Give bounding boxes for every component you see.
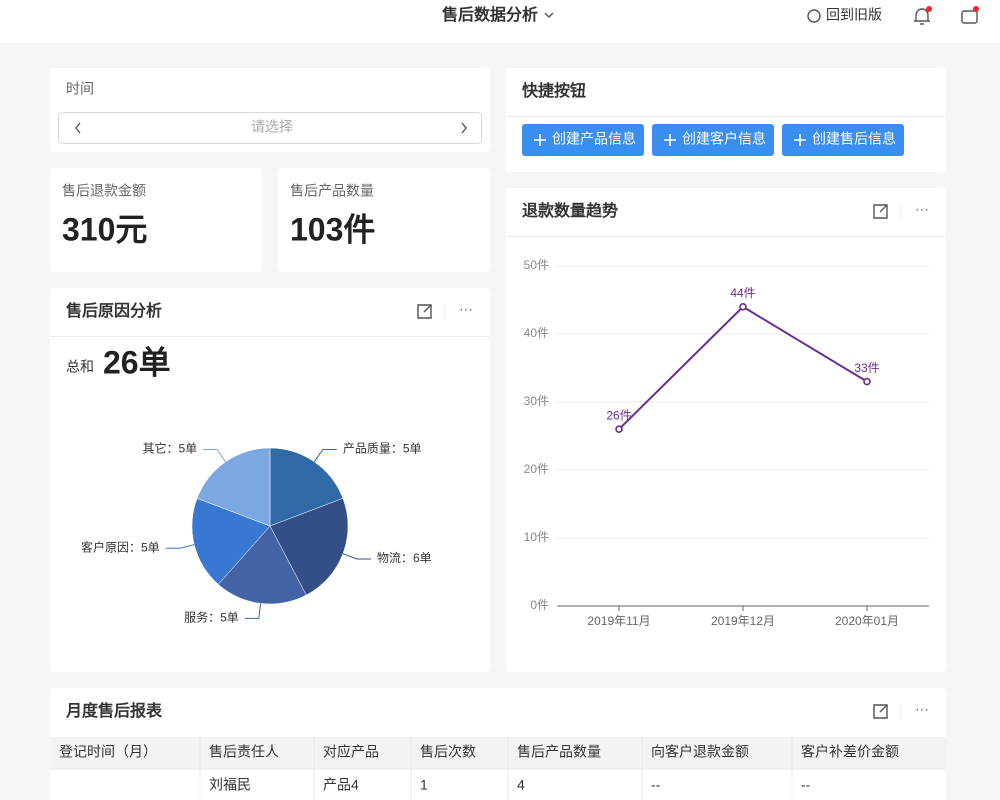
y-tick-label: 40件: [524, 326, 549, 340]
button-label[interactable]: 创建售后信息: [812, 131, 896, 147]
column-header: 售后次数: [420, 744, 476, 760]
placeholder: 请选择: [251, 119, 293, 135]
column-header: 登记时间（月）: [59, 744, 157, 760]
button-label[interactable]: 创建客户信息: [682, 131, 766, 147]
filter-label: 时间: [66, 81, 94, 97]
y-tick-label: 0件: [530, 598, 549, 612]
plus-icon[interactable]: [534, 134, 546, 146]
badge: [973, 6, 979, 12]
briefcase-icon[interactable]: [961, 10, 978, 24]
leader-line: [342, 553, 371, 560]
slice-label: 服务：5单: [184, 609, 239, 624]
table-cell: --: [651, 777, 661, 793]
data-label: 26件: [606, 408, 631, 422]
x-tick-label: 2019年11月: [587, 614, 650, 628]
card: [278, 168, 490, 272]
slice-label: 其它：5单: [142, 441, 197, 456]
kpi-label: 售后产品数量: [290, 183, 374, 199]
table-cell: --: [801, 777, 811, 793]
pie-slice: [191, 498, 271, 585]
page-title[interactable]: 售后数据分析: [442, 5, 538, 24]
history-icon[interactable]: [807, 9, 821, 23]
table-cell: 4: [517, 777, 525, 793]
x-tick-label: 2020年01月: [835, 614, 899, 628]
slice-label: 物流：6单: [377, 551, 432, 565]
kpi-label: 售后退款金额: [62, 183, 146, 199]
button-bg[interactable]: [782, 124, 904, 156]
action-button[interactable]: 创建售后信息: [782, 124, 904, 156]
card: [506, 188, 946, 672]
line-chart: 0件 10件 20件 30件 40件 50件 2019年11月 2019年12月 2020年01…: [524, 258, 929, 628]
y-tick-label: 20件: [524, 462, 549, 476]
card-title: 快捷按钮: [522, 81, 586, 100]
pie-slice: [196, 447, 271, 527]
total-value: 26单: [103, 344, 171, 380]
top-bar: [0, 0, 1000, 44]
expand-icon[interactable]: [417, 304, 432, 319]
button-group: 创建产品信息 创建客户信息 创建售后信息: [522, 124, 904, 156]
table: 登记时间（月） 售后责任人 对应产品 售后次数 售后产品数量 向客户退款金额 客户补差价金额…: [50, 737, 946, 800]
leader-line: [313, 448, 337, 463]
column-header: 售后责任人: [209, 744, 279, 760]
leader-line: [165, 544, 195, 549]
total-label: 总和: [66, 359, 94, 375]
button-bg[interactable]: [652, 124, 774, 156]
expand-icon[interactable]: [873, 704, 888, 719]
y-tick-label: 50件: [524, 258, 549, 272]
data-label: 44件: [730, 286, 755, 300]
data-label: 33件: [854, 361, 879, 375]
leader-line: [203, 448, 227, 463]
card-title: 退款数量趋势: [522, 201, 618, 220]
data-point: [615, 425, 623, 434]
button-bg[interactable]: [522, 124, 644, 156]
date-select[interactable]: [58, 112, 482, 144]
action-button[interactable]: 创建产品信息: [522, 124, 644, 156]
card-title: 售后原因分析: [66, 301, 162, 320]
data-point: [863, 377, 871, 386]
slice-label: 客户原因：5单: [81, 539, 160, 554]
pie-slice: [217, 525, 307, 605]
badge: [926, 6, 932, 12]
table-header: [50, 737, 946, 769]
plus-icon[interactable]: [794, 134, 806, 146]
arrow-icons[interactable]: [75, 122, 467, 134]
card: [50, 168, 262, 272]
bell-icon[interactable]: [914, 8, 930, 25]
kpi-value: 310元: [62, 211, 147, 247]
card-title: 月度售后报表: [65, 701, 163, 720]
column-header: 客户补差价金额: [801, 744, 899, 760]
data-point: [739, 302, 747, 311]
leader-line: [244, 603, 262, 619]
more-icon[interactable]: ···: [915, 201, 929, 217]
expand-icon[interactable]: [873, 204, 888, 219]
pie-slice: [269, 498, 349, 596]
button-label[interactable]: 创建产品信息: [552, 131, 636, 147]
y-tick-label: 30件: [524, 394, 549, 408]
pie-slice: [269, 447, 344, 527]
slice-label: 产品质量：5单: [343, 442, 422, 456]
column-header: 向客户退款金额: [651, 744, 749, 760]
y-tick-label: 10件: [524, 530, 549, 544]
table-cell: 产品4: [323, 777, 359, 793]
more-icon[interactable]: ···: [459, 301, 473, 317]
kpi-value: 103件: [290, 211, 375, 247]
table-cell: 1: [420, 777, 428, 793]
column-header: 售后产品数量: [517, 744, 601, 760]
action-button[interactable]: 创建客户信息: [652, 124, 774, 156]
chevron-icon[interactable]: [544, 12, 554, 18]
x-tick-label: 2019年12月: [711, 614, 775, 628]
column-header: 对应产品: [323, 744, 379, 760]
back-link[interactable]: 回到旧版: [826, 7, 882, 23]
plus-icon[interactable]: [664, 134, 676, 146]
more-icon[interactable]: ···: [915, 701, 929, 717]
table-cell: 刘福民: [209, 777, 251, 793]
